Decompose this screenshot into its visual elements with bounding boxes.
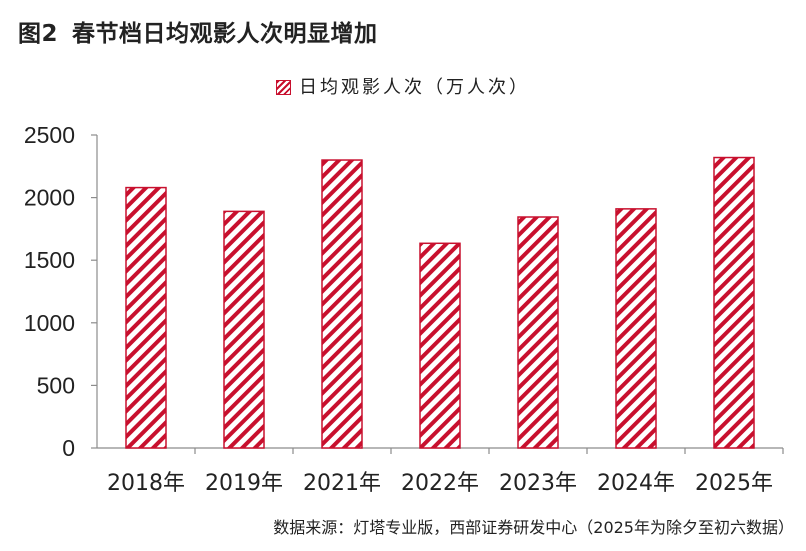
y-tick-label: 1000 (24, 310, 75, 336)
x-tick-label: 2023年 (499, 471, 577, 496)
bar (713, 156, 755, 449)
source-note: 数据来源：灯塔专业版，西部证券研发中心（2025年为除夕至初六数据） (273, 518, 794, 537)
x-tick-label: 2019年 (205, 471, 283, 496)
legend-swatch (276, 80, 291, 95)
x-tick-label: 2018年 (107, 471, 185, 496)
y-tick-label: 0 (62, 435, 75, 461)
figure-title-text: 春节档日均观影人次明显增加 (72, 21, 378, 47)
figure-number: 图2 (18, 21, 59, 47)
x-tick-label: 2024年 (597, 471, 675, 496)
y-tick-label: 2500 (24, 122, 75, 148)
y-tick-label: 2000 (24, 185, 75, 211)
x-tick-label: 2025年 (695, 471, 773, 496)
chart-legend: 日均观影人次（万人次） (0, 73, 806, 99)
figure-title: 图2 春节档日均观影人次明显增加 (18, 14, 378, 48)
bar (125, 186, 167, 449)
bar (321, 159, 363, 449)
bar (517, 216, 559, 449)
bar (615, 208, 657, 449)
bar (223, 210, 265, 449)
x-tick-label: 2021年 (303, 471, 381, 496)
x-tick-label: 2022年 (401, 471, 479, 496)
y-tick-label: 1500 (24, 247, 75, 273)
bar (419, 242, 461, 449)
legend-label: 日均观影人次（万人次） (299, 77, 530, 98)
y-tick-label: 500 (37, 372, 75, 398)
